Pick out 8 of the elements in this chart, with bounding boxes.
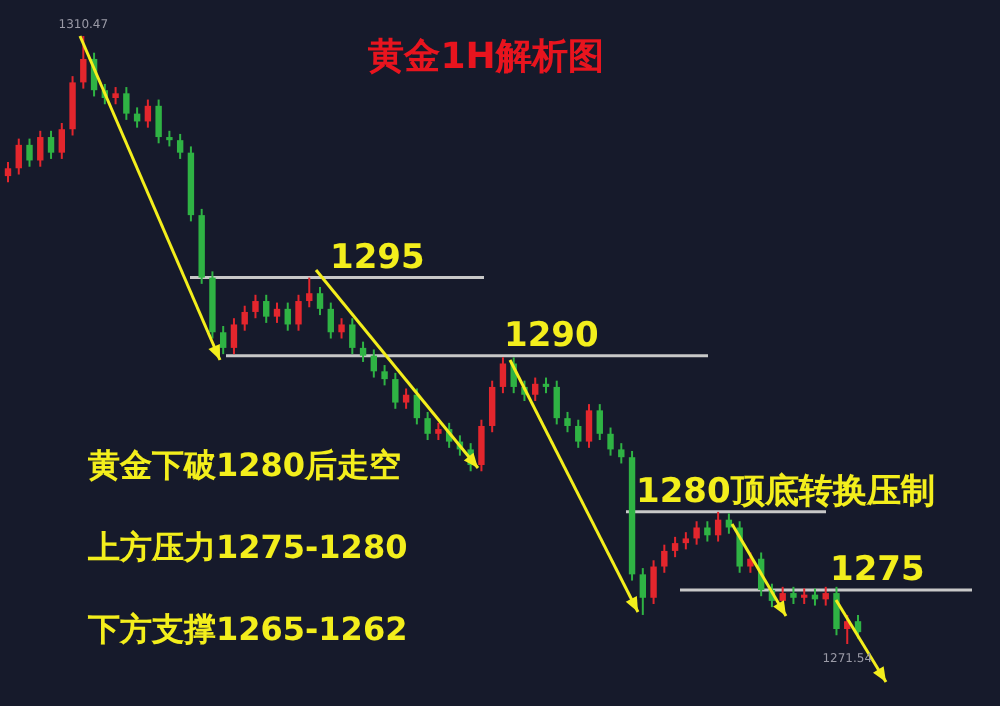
ref-line-label: 1280顶底转换压制 [636,471,935,512]
annotation: 黄金下破1280后走空 [86,446,402,484]
annotation: 下方支撑1265-1262 [86,610,408,648]
chart-title: 黄金1H解析图 [366,36,604,78]
ref-line-label: 1275 [830,549,925,590]
ref-line-label: 1295 [330,237,425,278]
ref-line-label: 1290 [504,315,599,356]
annotation: 上方压力1275-1280 [86,528,408,566]
